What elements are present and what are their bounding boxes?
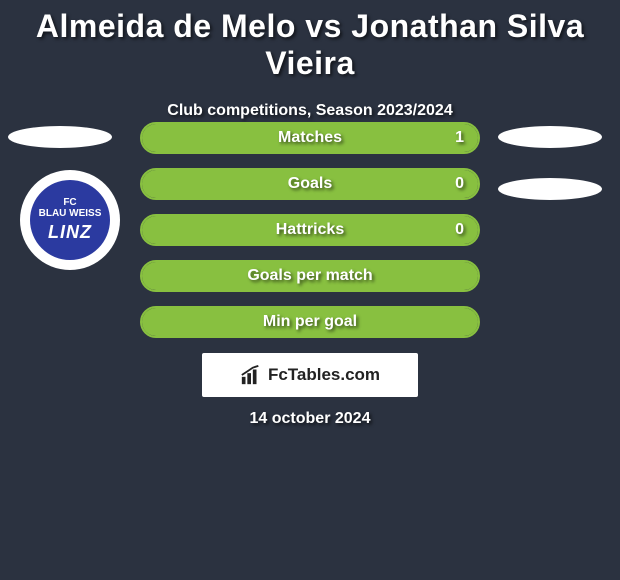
stat-value: 0 xyxy=(455,170,464,198)
branding-badge: FcTables.com xyxy=(202,353,418,397)
stat-row-hattricks: Hattricks 0 xyxy=(140,214,480,246)
branding-text: FcTables.com xyxy=(268,365,380,385)
stat-label: Goals per match xyxy=(142,262,478,290)
stat-label: Goals xyxy=(142,170,478,198)
stat-row-min-per-goal: Min per goal xyxy=(140,306,480,338)
stat-row-matches: Matches 1 xyxy=(140,122,480,154)
club-logo-line1: FC xyxy=(63,197,76,208)
date-label: 14 october 2024 xyxy=(0,410,620,428)
bar-chart-icon xyxy=(240,364,262,386)
stat-label: Min per goal xyxy=(142,308,478,336)
stat-label: Hattricks xyxy=(142,216,478,244)
page-subtitle: Club competitions, Season 2023/2024 xyxy=(0,102,620,120)
player-photo-placeholder-right-2 xyxy=(498,178,602,200)
stat-label: Matches xyxy=(142,124,478,152)
stats-container: Matches 1 Goals 0 Hattricks 0 Goals per … xyxy=(140,122,480,338)
club-logo-line2: BLAU WEISS xyxy=(39,208,102,219)
stat-value: 1 xyxy=(455,124,464,152)
player-photo-placeholder-right-1 xyxy=(498,126,602,148)
stat-value: 0 xyxy=(455,216,464,244)
stat-row-goals-per-match: Goals per match xyxy=(140,260,480,292)
player-photo-placeholder-left xyxy=(8,126,112,148)
club-logo-line3: LINZ xyxy=(48,223,92,243)
page-title: Almeida de Melo vs Jonathan Silva Vieira xyxy=(0,0,620,82)
club-logo-inner: FC BLAU WEISS LINZ xyxy=(30,180,110,260)
club-logo: FC BLAU WEISS LINZ xyxy=(20,170,120,270)
stat-row-goals: Goals 0 xyxy=(140,168,480,200)
